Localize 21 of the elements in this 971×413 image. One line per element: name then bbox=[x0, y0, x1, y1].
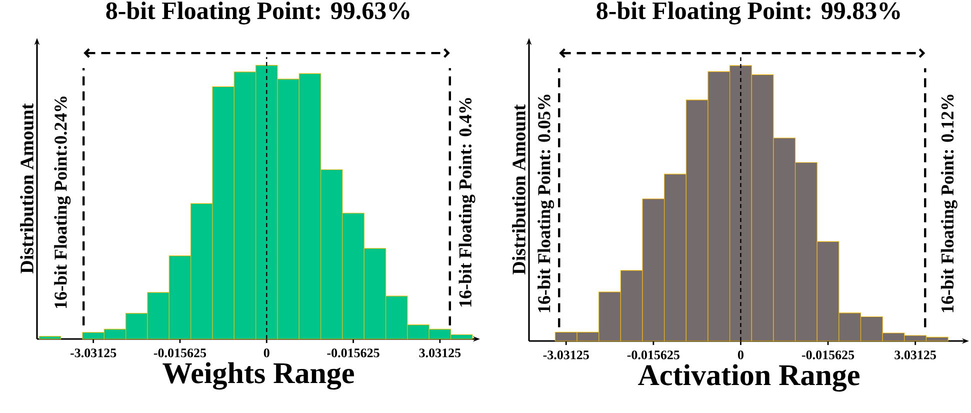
chart-title: 8-bit Floating Point: 99.63% bbox=[106, 2, 410, 24]
x-tick-label: 3.03125 bbox=[419, 348, 461, 358]
x-tick-label: -0.015625 bbox=[154, 348, 206, 358]
annotation: 16-bit Floating Point: 0.12% bbox=[940, 94, 958, 312]
x-tick-label: -0.015625 bbox=[627, 350, 680, 360]
x-tick-label: 0 bbox=[264, 348, 270, 358]
annotation: 16-bit Floating Point:0.24% bbox=[54, 96, 71, 308]
x-tick-label: -0.015625 bbox=[802, 350, 854, 360]
x-tick-label: -3.03125 bbox=[70, 348, 116, 358]
x-tick-label: -3.03125 bbox=[543, 350, 589, 360]
x-axis-title: Weights Range bbox=[162, 362, 354, 390]
annotation: 16-bit Floating Point: 0.4% bbox=[458, 98, 476, 306]
text: 16-bit Floating Point: 0.05% bbox=[538, 94, 554, 312]
y-axis-title: Distribution Amount bbox=[512, 104, 526, 274]
x-tick-label: -0.015625 bbox=[327, 348, 380, 358]
x-tick-label: 0 bbox=[738, 350, 744, 360]
chart-title: 8-bit Floating Point: 99.83% bbox=[596, 2, 900, 24]
x-axis-title: Activation Range bbox=[638, 364, 860, 392]
x-tick-label: 3.03125 bbox=[894, 350, 936, 360]
y-axis-title: Distribution Amount bbox=[20, 103, 34, 274]
bar bbox=[38, 336, 62, 340]
